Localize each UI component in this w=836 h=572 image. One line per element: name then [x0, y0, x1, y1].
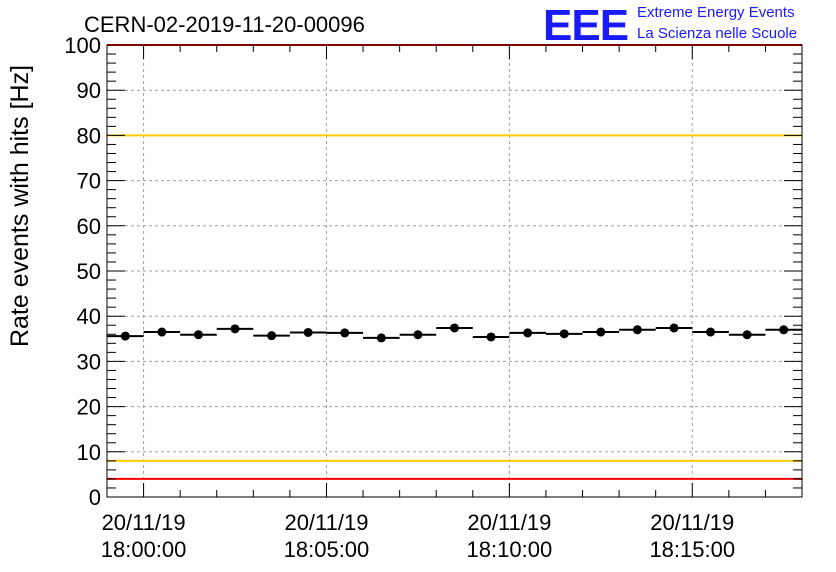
data-point [193, 330, 203, 340]
data-point [669, 323, 679, 333]
y-axis-title: Rate events with hits [Hz] [6, 65, 34, 347]
data-point [596, 327, 606, 337]
data-point [376, 333, 386, 343]
data-point [267, 331, 277, 341]
eee-logo-line2: La Scienza nelle Scuole [637, 25, 797, 42]
data-point [779, 325, 789, 335]
eee-logo-mark: EEE [543, 1, 628, 50]
y-tick-label: 50 [77, 259, 101, 284]
y-tick-label: 30 [77, 349, 101, 374]
y-tick-label: 100 [64, 33, 101, 58]
y-tick-label: 90 [77, 78, 101, 103]
data-point [742, 330, 752, 340]
y-tick-label: 80 [77, 123, 101, 148]
data-point [303, 327, 313, 337]
y-tick-label: 0 [89, 485, 101, 510]
y-tick-label: 60 [77, 214, 101, 239]
data-point [413, 330, 423, 340]
data-point [450, 323, 459, 333]
chart-title: CERN-02-2019-11-20-00096 [84, 12, 365, 37]
x-tick-date: 20/11/19 [102, 510, 186, 535]
data-point [486, 332, 496, 342]
grid [107, 45, 802, 497]
x-tick-time: 18:00:00 [101, 537, 187, 562]
data-points [107, 323, 802, 343]
data-point [559, 329, 569, 339]
y-tick-label: 70 [77, 169, 101, 194]
data-point [157, 327, 167, 337]
x-tick-time: 18:05:00 [284, 537, 370, 562]
y-tick-label: 20 [77, 395, 101, 420]
data-point [340, 328, 350, 338]
axes: 010203040506070809010020/11/1918:00:0020… [64, 33, 803, 562]
x-tick-date: 20/11/19 [650, 510, 734, 535]
reference-lines [107, 44, 802, 480]
data-point [230, 324, 240, 334]
x-tick-date: 20/11/19 [467, 510, 551, 535]
x-tick-time: 18:15:00 [649, 537, 735, 562]
x-tick-time: 18:10:00 [467, 537, 553, 562]
data-point [706, 327, 716, 337]
y-tick-label: 40 [77, 304, 101, 329]
data-point [523, 328, 533, 338]
eee-logo: EEE Extreme Energy Events La Scienza nel… [543, 1, 797, 50]
y-tick-label: 10 [77, 440, 101, 465]
data-point [632, 325, 642, 335]
data-point [120, 331, 130, 341]
x-tick-date: 20/11/19 [284, 510, 368, 535]
eee-logo-line1: Extreme Energy Events [637, 4, 795, 21]
